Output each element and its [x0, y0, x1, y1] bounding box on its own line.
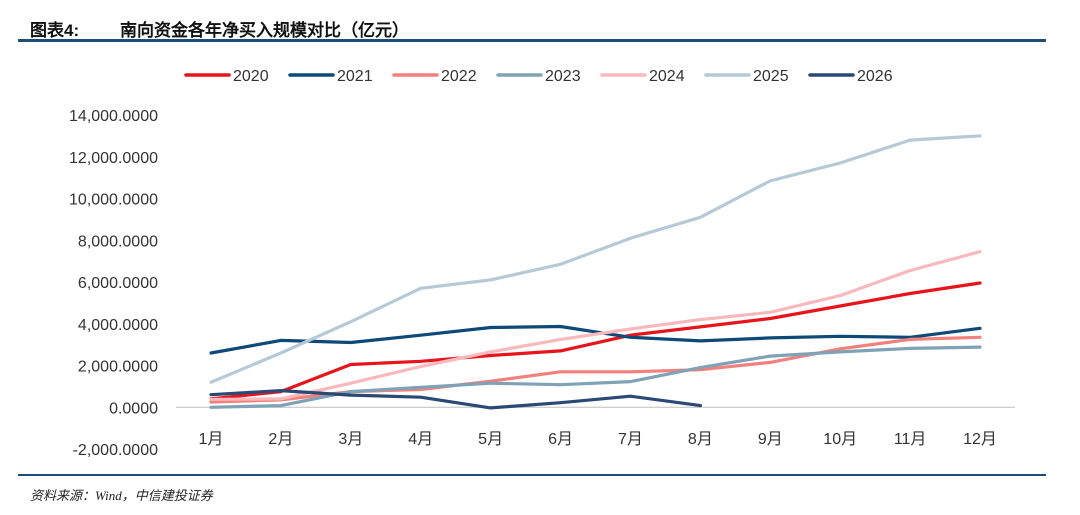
- y-tick-label: 6,000.0000: [78, 275, 158, 292]
- series-line-2026: [209, 389, 702, 410]
- series-line-2024: [209, 250, 982, 401]
- series-line-2025: [209, 134, 982, 384]
- y-tick-label: 0.0000: [109, 400, 158, 417]
- legend: 2020 2021 2022 2023 2024 2025 2026: [184, 68, 893, 85]
- legend-label-2025: 2025: [753, 68, 789, 85]
- chart-title: 南向资金各年净买入规模对比（亿元）: [120, 21, 409, 40]
- series-line-2020: [209, 281, 982, 401]
- series-line-2021: [209, 324, 982, 355]
- x-tick-label: 3月: [338, 431, 363, 448]
- y-axis: -2,000.0000 0.0000 2,000.0000 4,000.0000 6,0…: [69, 108, 158, 459]
- figure-number: 图表4:: [30, 21, 80, 40]
- title-bar: 图表4: 南向资金各年净买入规模对比（亿元）: [18, 8, 1046, 42]
- legend-label-2023: 2023: [545, 68, 581, 85]
- x-tick-label: 10月: [823, 431, 857, 448]
- x-tick-label: 9月: [758, 431, 783, 448]
- x-tick-label: 11月: [894, 431, 927, 448]
- y-tick-label: 14,000.0000: [69, 108, 158, 125]
- x-tick-label: 6月: [548, 431, 573, 448]
- legend-label-2021: 2021: [337, 68, 373, 85]
- x-tick-label: 4月: [408, 431, 433, 448]
- y-tick-label: 12,000.0000: [69, 150, 158, 167]
- source-note: 资料来源：Wind，中信建投证券: [30, 488, 213, 503]
- y-tick-label: 8,000.0000: [78, 233, 158, 250]
- x-tick-label: 2月: [268, 431, 293, 448]
- y-tick-label: 4,000.0000: [78, 317, 158, 334]
- plot-area: [209, 134, 982, 410]
- y-tick-label: 10,000.0000: [69, 192, 158, 209]
- legend-label-2026: 2026: [857, 68, 893, 85]
- footer-divider: [18, 474, 1046, 476]
- x-tick-label: 8月: [688, 431, 713, 448]
- y-tick-label: 2,000.0000: [78, 359, 158, 376]
- legend-label-2020: 2020: [233, 68, 269, 85]
- x-tick-label: 1月: [199, 431, 224, 448]
- x-tick-label: 5月: [478, 431, 503, 448]
- line-chart: 2020 2021 2022 2023 2024 2025 2026 -2,000.0000…: [69, 68, 1015, 459]
- legend-label-2024: 2024: [649, 68, 685, 85]
- x-tick-label: 7月: [618, 431, 643, 448]
- legend-label-2022: 2022: [441, 68, 477, 85]
- x-tick-label: 12月: [963, 431, 997, 448]
- y-tick-label: -2,000.0000: [73, 442, 159, 459]
- x-axis: 1月 2月 3月 4月 5月 6月 7月 8月 9月 10月 11月 12月: [176, 406, 1015, 448]
